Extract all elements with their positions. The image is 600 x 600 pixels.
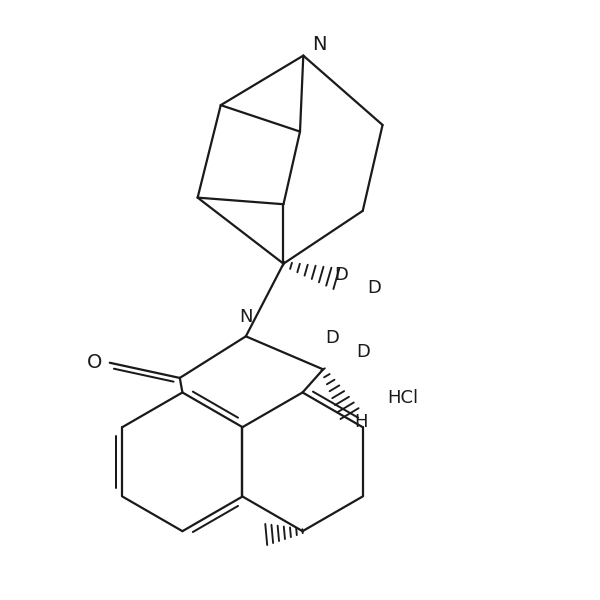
- Text: N: N: [239, 308, 253, 326]
- Text: D: D: [356, 343, 370, 361]
- Text: D: D: [367, 279, 381, 297]
- Text: N: N: [312, 35, 326, 54]
- Text: D: D: [334, 266, 348, 284]
- Text: O: O: [86, 353, 102, 372]
- Text: D: D: [325, 329, 339, 347]
- Text: H: H: [354, 413, 368, 431]
- Text: HCl: HCl: [387, 389, 418, 407]
